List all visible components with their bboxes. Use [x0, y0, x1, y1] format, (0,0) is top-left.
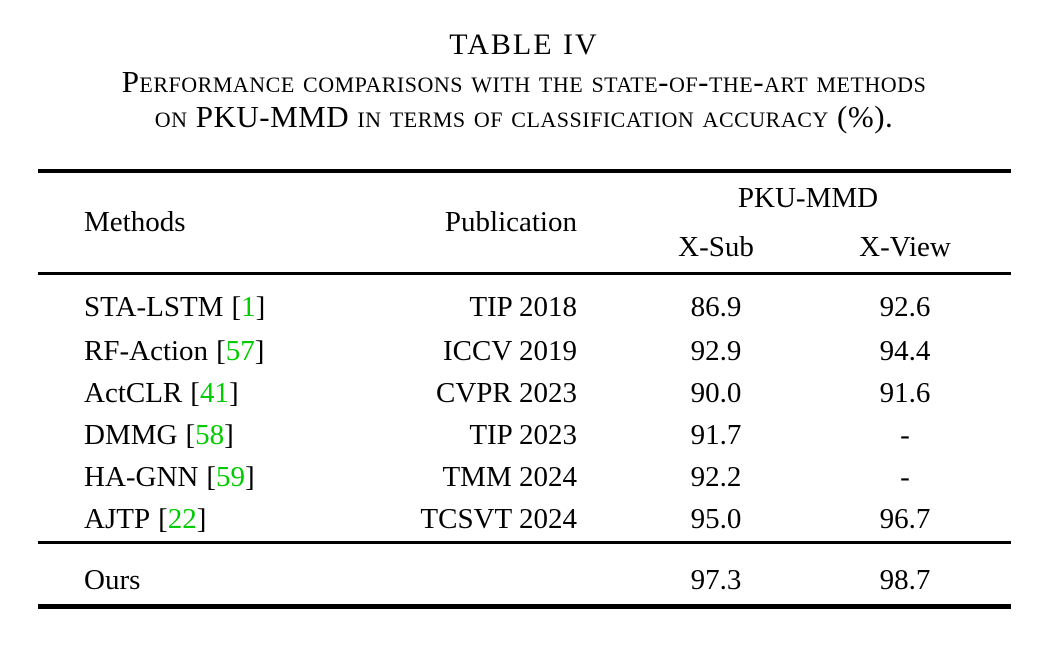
xview-cell: 91.6 — [879, 377, 931, 409]
method-cell: STA-LSTM [1] — [38, 273, 378, 331]
table-body: STA-LSTM [1] TIP 2018 86.9 92.6 RF-Action… — [38, 273, 1011, 542]
ours-xview: 98.7 — [879, 564, 931, 596]
method-cell: AJTP [22] — [38, 499, 378, 543]
spacer-cell — [955, 373, 1011, 415]
citation-link[interactable]: 41 — [199, 377, 229, 409]
method-name: HA-GNN — [84, 461, 199, 493]
spacer-cell — [955, 273, 1011, 331]
xview-cell: 96.7 — [879, 503, 931, 535]
citation-link[interactable]: 1 — [241, 291, 256, 323]
publication-cell: ICCV 2019 — [442, 335, 577, 367]
table-row: RF-Action [57] ICCV 2019 92.9 94.4 — [38, 331, 1011, 373]
method-name: DMMG — [84, 419, 178, 451]
xview-cell: 92.6 — [879, 291, 931, 323]
xsub-cell: 90.0 — [690, 377, 742, 409]
xsub-cell: 92.2 — [690, 461, 742, 493]
table-row: DMMG [58] TIP 2023 91.7 - — [38, 415, 1011, 457]
header-publication: Publication — [444, 205, 577, 238]
citation: [1] — [231, 291, 266, 323]
caption-line-1: Performance comparisons with the state-o… — [121, 64, 927, 99]
citation-link[interactable]: 57 — [225, 335, 255, 367]
results-table: Methods Publication PKU-MMD X-Sub X-View… — [38, 169, 1012, 609]
publication-cell: CVPR 2023 — [435, 377, 577, 409]
xsub-cell: 95.0 — [690, 503, 742, 535]
spacer-cell — [955, 457, 1011, 499]
citation: [22] — [158, 503, 207, 535]
method-name: AJTP — [84, 503, 151, 535]
header-methods: Methods — [84, 205, 186, 238]
publication-cell: TCSVT 2024 — [420, 503, 577, 535]
publication-cell: TIP 2018 — [469, 291, 577, 323]
method-cell: HA-GNN [59] — [38, 457, 378, 499]
xview-cell: - — [900, 461, 910, 493]
ours-row: Ours 97.3 98.7 — [38, 542, 1011, 606]
method-cell: DMMG [58] — [38, 415, 378, 457]
table-number: TABLE IV — [449, 28, 599, 61]
caption-line-2: on PKU-MMD in terms of classification ac… — [154, 99, 894, 134]
citation: [59] — [206, 461, 255, 493]
citation: [57] — [216, 335, 265, 367]
spacer-cell — [955, 542, 1011, 606]
citation: [41] — [190, 377, 239, 409]
publication-cell: TIP 2023 — [469, 419, 577, 451]
header-group-label: PKU-MMD — [737, 181, 879, 214]
citation-link[interactable]: 59 — [216, 461, 246, 493]
table-caption-block: TABLE IV Performance comparisons with th… — [0, 27, 1048, 134]
xsub-cell: 91.7 — [690, 419, 742, 451]
xview-cell: - — [900, 419, 910, 451]
citation-link[interactable]: 58 — [195, 419, 225, 451]
ours-xsub: 97.3 — [690, 564, 742, 596]
ours-label: Ours — [84, 564, 141, 596]
table-caption: Performance comparisons with the state-o… — [0, 64, 1048, 134]
method-name: ActCLR — [84, 377, 183, 409]
xsub-cell: 86.9 — [690, 291, 742, 323]
table-row: STA-LSTM [1] TIP 2018 86.9 92.6 — [38, 273, 1011, 331]
table-header: Methods Publication PKU-MMD X-Sub X-View — [38, 171, 1012, 273]
xsub-cell: 92.9 — [690, 335, 742, 367]
header-xview: X-View — [859, 230, 951, 263]
xview-cell: 94.4 — [879, 335, 931, 367]
method-cell: RF-Action [57] — [38, 331, 378, 373]
header-spacer — [955, 223, 1011, 273]
table-row: HA-GNN [59] TMM 2024 92.2 - — [38, 457, 1011, 499]
table-row: ActCLR [41] CVPR 2023 90.0 91.6 — [38, 373, 1011, 415]
publication-cell: TMM 2024 — [442, 461, 577, 493]
ours-publication — [378, 542, 577, 606]
citation: [58] — [185, 419, 234, 451]
header-group-pku-mmd: PKU-MMD — [577, 171, 1011, 223]
citation-link[interactable]: 22 — [167, 503, 197, 535]
method-name: RF-Action — [84, 335, 209, 367]
spacer-cell — [955, 415, 1011, 457]
method-cell: ActCLR [41] — [38, 373, 378, 415]
method-name: STA-LSTM — [84, 291, 224, 323]
spacer-cell — [955, 499, 1011, 543]
table-row: AJTP [22] TCSVT 2024 95.0 96.7 — [38, 499, 1011, 543]
header-xsub: X-Sub — [678, 230, 754, 263]
spacer-cell — [955, 331, 1011, 373]
ours-section: Ours 97.3 98.7 — [38, 542, 1012, 606]
